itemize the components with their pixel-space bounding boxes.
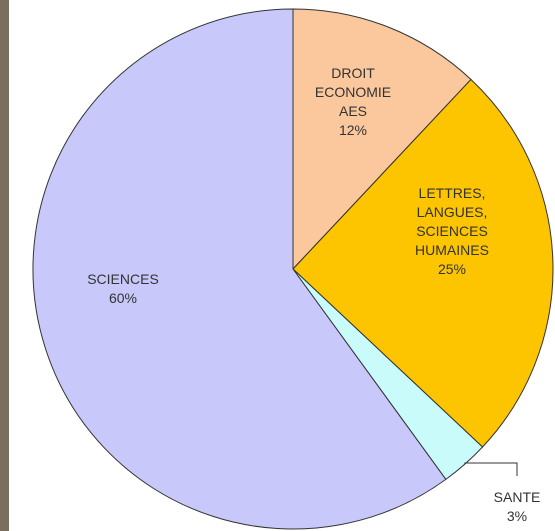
label-sciences: SCIENCES 60% (87, 271, 159, 306)
slice-lettres-langues-sciences-humaines (292, 78, 554, 448)
slice-category-label: HUMAINES (415, 242, 489, 258)
pie-slices (32, 8, 554, 530)
slice-sciences (32, 8, 447, 530)
slice-percent-label: 12% (339, 122, 367, 138)
label-lettres-langues-sciences-humaines: LETTRES, LANGUES, SCIENCES HUMAINES 25% (415, 185, 489, 277)
slice-category-label: LETTRES, (419, 185, 486, 201)
label-sante: SANTE 3% (494, 489, 541, 524)
slice-droit-economie-aes (292, 8, 472, 271)
slice-category-label: SCIENCES (87, 271, 159, 287)
pie-labels: DROIT ECONOMIE AES 12% LETTRES, LANGUES, SCIEN… (87, 65, 540, 524)
sante-leader-line (464, 462, 518, 476)
slice-category-label: AES (339, 103, 367, 119)
left-frame-strip (0, 0, 9, 531)
slice-percent-label: 60% (109, 290, 137, 306)
label-droit-economie-aes: DROIT ECONOMIE AES 12% (315, 65, 391, 138)
slice-percent-label: 25% (438, 261, 466, 277)
slice-category-label: LANGUES, (417, 204, 488, 220)
slice-category-label: DROIT (331, 65, 375, 81)
slice-percent-label: 3% (507, 508, 527, 524)
slice-category-label: SCIENCES (416, 223, 488, 239)
slice-category-label: SANTE (494, 489, 541, 505)
slice-category-label: ECONOMIE (315, 84, 391, 100)
